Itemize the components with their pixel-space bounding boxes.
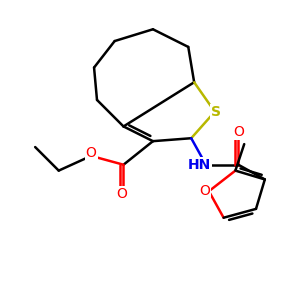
Text: S: S	[211, 105, 221, 119]
Text: O: O	[117, 187, 128, 201]
Text: HN: HN	[188, 158, 211, 172]
Text: O: O	[86, 146, 97, 160]
Text: O: O	[199, 184, 210, 198]
Text: O: O	[233, 125, 244, 139]
